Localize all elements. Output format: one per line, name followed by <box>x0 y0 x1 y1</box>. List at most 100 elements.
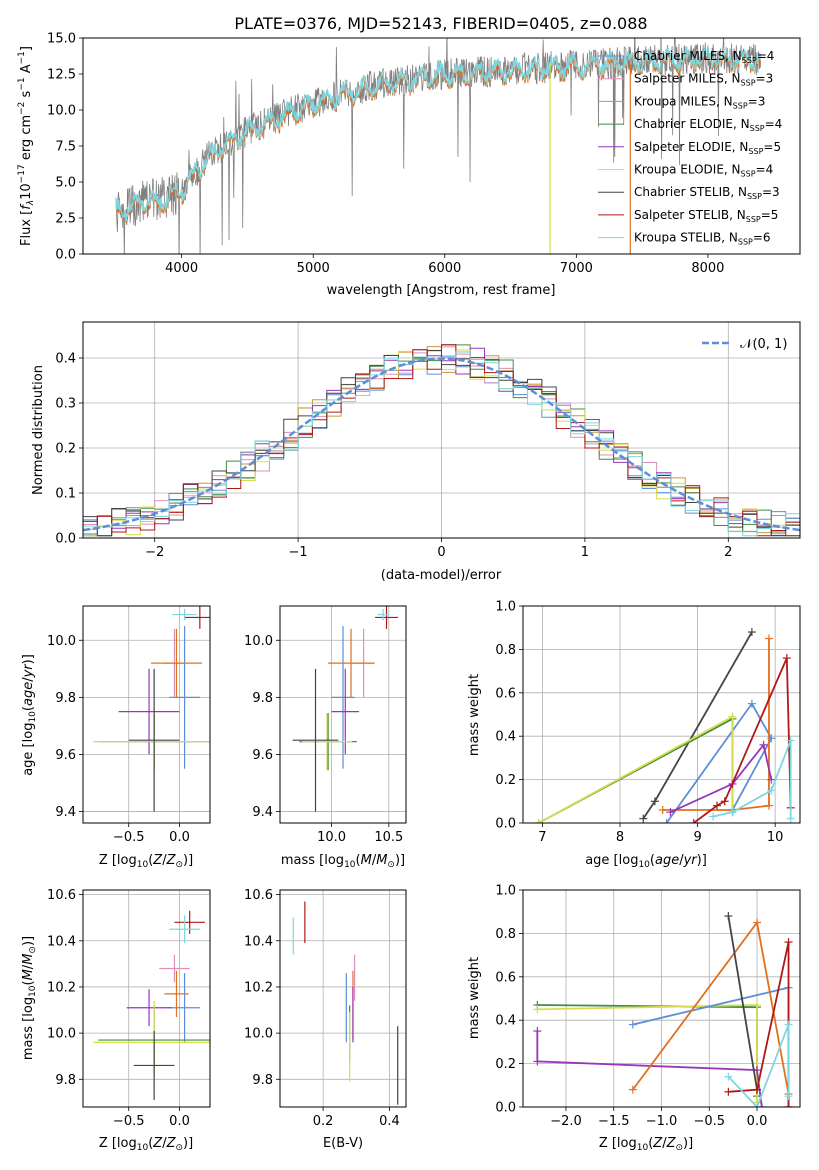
y-tick-label: 7.5 <box>55 140 76 155</box>
mass-weight-line <box>727 915 758 1090</box>
y-tick-label: 9.8 <box>55 1073 76 1088</box>
y-tick-label: 9.8 <box>252 1073 273 1088</box>
x-tick-label: 0.0 <box>747 1114 768 1129</box>
y-tick-label: 10.2 <box>47 980 76 995</box>
x-tick-label: 1 <box>581 545 589 560</box>
legend-entry: Chabrier STELIB, NSSP=3 <box>634 185 780 201</box>
mwAge-xlabel: age [log10(age/yr)] <box>585 853 707 870</box>
x-tick-label: −1.5 <box>598 1114 630 1129</box>
legend-entry: Salpeter ELODIE, NSSP=5 <box>634 140 781 156</box>
mass-weight-vs-age-panel: age [log10(age/yr)] mass weight 7 8 9 10 0.0… <box>467 600 801 870</box>
mass-vs-extinction-panel: E(B-V) 0.2 0.4 9.8 10.0 10.2 10.4 10.6 <box>244 888 407 1151</box>
plot-area <box>292 606 398 812</box>
grid <box>83 606 210 823</box>
y-tick-label: 0.2 <box>495 773 516 788</box>
spectrum-xlabel: wavelength [Angstrom, rest frame] <box>327 283 556 298</box>
hist-ylabel: Normed distribution <box>31 365 46 495</box>
spectrum-ylabel: Flux [fλ10−17 erg cm−2 s−1 A−1] <box>17 46 36 246</box>
x-tick-label: 4000 <box>165 261 198 276</box>
x-tick-label: 10.0 <box>317 830 346 845</box>
x-tick-label: −2 <box>145 545 164 560</box>
figure-title: PLATE=0376, MJD=52143, FIBERID=0405, z=0… <box>234 14 647 33</box>
plot-area <box>83 344 800 537</box>
y-tick-label: 0.0 <box>55 532 76 547</box>
x-tick-label: 0.0 <box>169 830 190 845</box>
x-tick-label: −0.5 <box>113 1114 145 1129</box>
x-tick-label: 8000 <box>691 261 724 276</box>
mass-weight-line <box>670 742 773 813</box>
legend-entry: Salpeter STELIB, NSSP=5 <box>634 208 778 224</box>
grid <box>280 890 406 1107</box>
y-tick-label: 0.0 <box>495 817 516 832</box>
y-tick-label: 5.0 <box>55 176 76 191</box>
y-tick-label: 0.6 <box>495 970 516 985</box>
x-tick-label: −2.0 <box>550 1114 582 1129</box>
axes-frame <box>522 889 801 1108</box>
legend-entry: Chabrier ELODIE, NSSP=4 <box>634 117 782 133</box>
mass-weight-line <box>662 638 770 811</box>
y-tick-label: 10.0 <box>244 634 273 649</box>
y-tick-label: 0.3 <box>55 397 76 412</box>
plot-area <box>115 38 762 254</box>
y-tick-label: 10.6 <box>47 888 76 903</box>
histogram-legend: 𝒩(0, 1) <box>702 337 787 352</box>
axes-frame <box>279 889 407 1108</box>
massZ-ylabel: mass [log10(M/M⊙)] <box>21 936 38 1060</box>
y-tick-label: 12.5 <box>47 68 76 83</box>
y-tick-label: 0.0 <box>55 248 76 263</box>
axes-frame <box>279 605 407 824</box>
mass-weight-vs-metallicity-panel: Z [log10(Z/Z⊙)] mass weight −2.0 −1.5 −1.0… <box>467 884 801 1153</box>
legend-entry: Kroupa ELODIE, NSSP=4 <box>634 163 773 179</box>
y-tick-label: 10.4 <box>244 934 273 949</box>
y-tick-label: 9.8 <box>252 691 273 706</box>
residual-histogram-panel: (data-model)/error Normed distribution −… <box>31 321 801 583</box>
mass-weight-line <box>727 1024 790 1107</box>
axes-frame <box>82 605 211 824</box>
y-tick-label: 0.8 <box>495 643 516 658</box>
mwAge-ylabel: mass weight <box>467 674 482 756</box>
x-tick-label: 0 <box>437 545 445 560</box>
axes-frame <box>82 321 801 539</box>
x-tick-label: −0.5 <box>693 1114 725 1129</box>
mass-weight-line <box>693 657 792 823</box>
legend-entry: Chabrier MILES, NSSP=4 <box>634 49 774 65</box>
y-tick-label: 10.0 <box>47 634 76 649</box>
ageM-xlabel: mass [log10(M/M⊙)] <box>281 853 405 870</box>
x-tick-label: 7000 <box>560 261 593 276</box>
y-tick-label: 0.2 <box>495 1057 516 1072</box>
x-tick-label: 6000 <box>428 261 461 276</box>
mwZ-ylabel: mass weight <box>467 957 482 1039</box>
grid <box>83 890 210 1107</box>
y-tick-label: 0.4 <box>495 1014 516 1029</box>
y-tick-label: 10.0 <box>244 1027 273 1042</box>
y-tick-label: 9.4 <box>55 805 76 820</box>
x-tick-label: 5000 <box>297 261 330 276</box>
x-tick-label: 8 <box>616 830 624 845</box>
x-tick-label: 0.4 <box>379 1114 400 1129</box>
y-tick-label: 10.4 <box>47 934 76 949</box>
plot-area <box>533 912 793 1107</box>
x-tick-label: 9 <box>693 830 701 845</box>
y-tick-label: 10.0 <box>47 1027 76 1042</box>
plot-area <box>93 606 210 812</box>
legend-entry: Kroupa STELIB, NSSP=6 <box>634 231 771 247</box>
massZ-xlabel: Z [log10(Z/Z⊙)] <box>99 1136 193 1153</box>
axes-frame <box>522 605 801 824</box>
model-spectrum-stelib <box>115 44 761 222</box>
y-tick-label: 9.8 <box>55 691 76 706</box>
x-tick-label: 2 <box>724 545 732 560</box>
x-tick-label: 0.0 <box>169 1114 190 1129</box>
y-tick-label: 1.0 <box>495 884 516 899</box>
x-tick-label: 10.5 <box>374 830 403 845</box>
normal-legend-label: 𝒩(0, 1) <box>740 337 787 352</box>
legend-entry: Kroupa MILES, NSSP=3 <box>634 94 765 110</box>
y-tick-label: 15.0 <box>47 32 76 47</box>
y-tick-label: 1.0 <box>495 600 516 615</box>
spectrum-panel: wavelength [Angstrom, rest frame] Flux [… <box>17 32 801 298</box>
observed-spectrum <box>115 38 761 254</box>
x-tick-label: 0.2 <box>313 1114 334 1129</box>
y-tick-label: 9.4 <box>252 805 273 820</box>
hist-xlabel: (data-model)/error <box>381 568 502 583</box>
y-tick-label: 10.6 <box>244 888 273 903</box>
